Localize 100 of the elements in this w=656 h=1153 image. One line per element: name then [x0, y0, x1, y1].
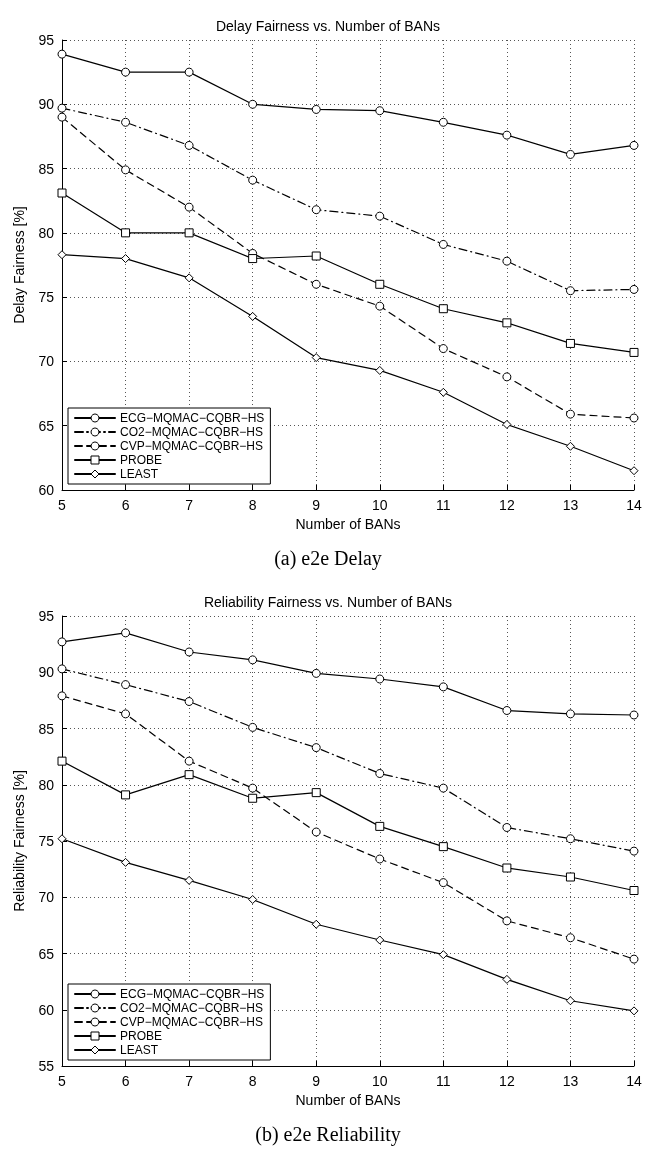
x-tick-label: 9 [312, 1073, 321, 1089]
point [565, 441, 575, 451]
point [121, 117, 131, 127]
legend-label: LEAST [120, 1043, 159, 1057]
point [565, 149, 575, 159]
point [184, 140, 194, 150]
point [565, 338, 575, 348]
x-tick-label: 7 [185, 1073, 194, 1089]
point [502, 130, 512, 140]
y-tick-label: 75 [38, 833, 55, 849]
point [565, 409, 575, 419]
y-tick-label: 90 [38, 96, 55, 113]
point [248, 175, 258, 185]
point [565, 872, 575, 882]
point [375, 674, 385, 684]
chart-title: Reliability Fairness vs. Number of BANs [203, 594, 453, 610]
y-tick-label: 70 [38, 889, 55, 906]
point [184, 697, 194, 706]
point [502, 372, 512, 382]
point [311, 279, 321, 289]
point [184, 67, 194, 77]
point [248, 655, 258, 665]
y-tick-label: 85 [38, 160, 55, 177]
point [629, 140, 639, 150]
point [629, 846, 639, 856]
point [629, 284, 639, 294]
point [375, 279, 385, 289]
point [184, 647, 194, 657]
point [121, 165, 131, 175]
point [375, 769, 385, 778]
point [438, 842, 448, 852]
point [565, 834, 575, 844]
x-tick-label: 10 [371, 497, 388, 513]
legend-label: CO2−MQMAC−CQBR−HS [120, 425, 264, 439]
y-tick-label: 60 [38, 1001, 55, 1018]
x-tick-label: 13 [562, 497, 579, 513]
point [438, 304, 448, 314]
y-tick-label: 60 [38, 482, 55, 498]
point [502, 863, 512, 873]
point [121, 628, 131, 638]
y-tick-label: 65 [38, 945, 55, 962]
x-axis-title: Number of BANs [295, 515, 401, 532]
point [502, 823, 512, 832]
point [57, 112, 67, 122]
point [311, 205, 321, 215]
legend-label: PROBE [120, 453, 163, 467]
point [57, 103, 67, 113]
y-axis-title: Delay Fairness [%] [11, 206, 27, 324]
point [121, 790, 131, 800]
legend-label: CO2−MQMAC−CQBR−HS [120, 1001, 264, 1015]
y-tick-label: 95 [38, 608, 55, 624]
point [57, 637, 67, 647]
x-tick-label: 14 [626, 1073, 642, 1089]
point [121, 228, 131, 238]
legend-label: CVP−MQMAC−CQBR−HS [120, 439, 264, 453]
point [57, 664, 67, 674]
point [248, 722, 258, 732]
y-tick-label: 80 [38, 224, 55, 241]
y-tick-label: 70 [38, 353, 55, 370]
point [311, 743, 321, 753]
point [248, 783, 258, 793]
y-tick-label: 55 [38, 1058, 55, 1074]
point [502, 706, 512, 715]
point [248, 99, 258, 109]
text: (a) e2e Delay [274, 547, 382, 570]
x-tick-label: 6 [121, 1073, 130, 1089]
y-tick-label: 75 [38, 289, 55, 306]
point [248, 254, 258, 264]
point [438, 344, 448, 354]
point [629, 886, 639, 895]
legend-label: LEAST [120, 467, 159, 481]
x-tick-label: 13 [562, 1073, 579, 1089]
x-tick-label: 6 [121, 497, 130, 513]
point [311, 788, 321, 798]
x-tick-label: 10 [371, 1073, 388, 1089]
point [375, 854, 385, 864]
point [375, 821, 385, 831]
point [184, 228, 194, 238]
x-tick-label: 14 [626, 497, 642, 513]
y-tick-label: 85 [38, 720, 55, 737]
point [121, 680, 131, 690]
x-tick-label: 12 [499, 1073, 515, 1089]
legend-label: CVP−MQMAC−CQBR−HS [120, 1015, 264, 1029]
y-tick-label: 95 [38, 32, 55, 48]
x-tick-label: 8 [248, 1073, 257, 1089]
text: (b) e2e Reliability [255, 1123, 401, 1146]
point [438, 783, 448, 793]
point [248, 793, 258, 803]
x-tick-label: 7 [185, 497, 194, 513]
point [375, 211, 385, 221]
point [565, 709, 575, 719]
point [375, 106, 385, 116]
y-tick-label: 65 [38, 417, 55, 434]
point [629, 347, 639, 357]
point [121, 857, 131, 867]
point [57, 691, 67, 701]
point [57, 756, 67, 766]
legend-label: ECG−MQMAC−CQBR−HS [120, 987, 265, 1001]
point [57, 188, 67, 198]
x-tick-label: 12 [499, 497, 515, 513]
